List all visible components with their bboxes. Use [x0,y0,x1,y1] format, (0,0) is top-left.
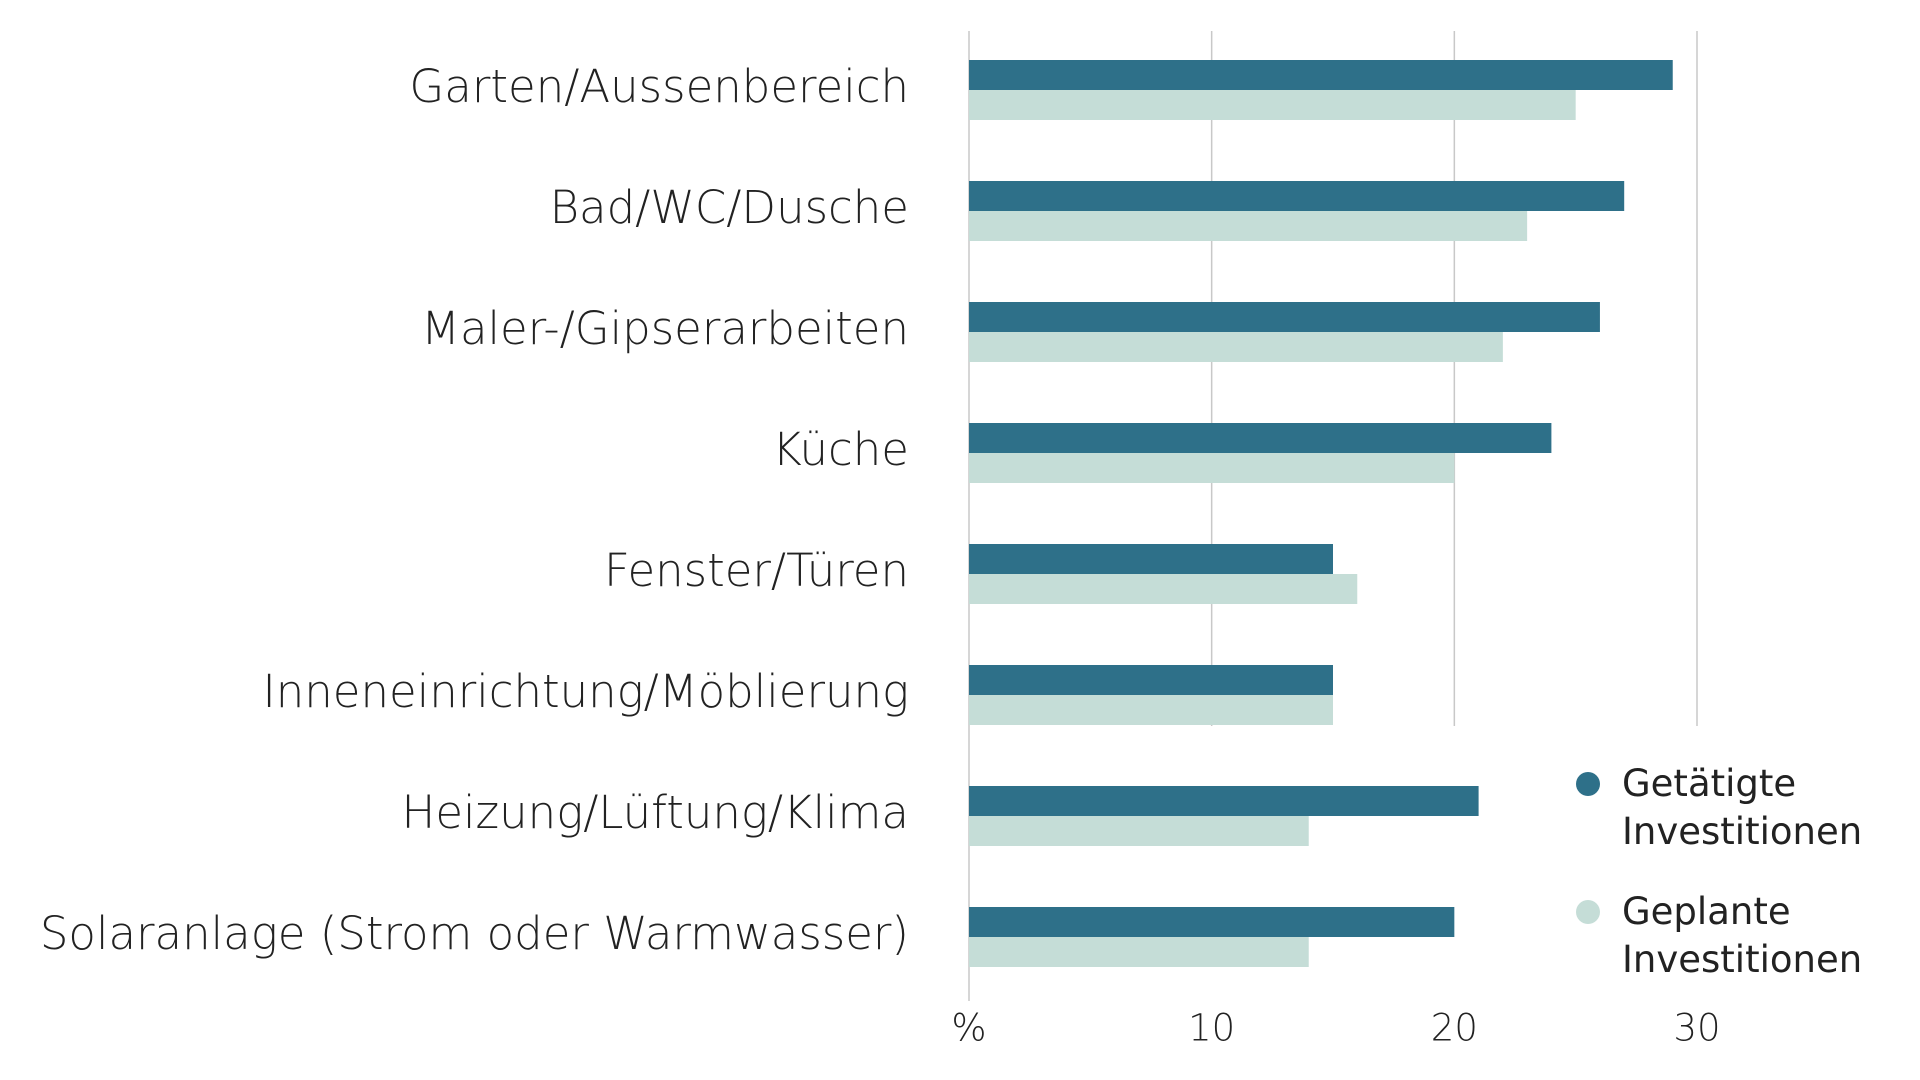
bar [969,181,1625,211]
bar [969,695,1333,725]
bar [969,211,1528,241]
legend-marker [1576,900,1600,924]
bar [969,786,1479,816]
y-tick-label: Bad/WC/Dusche [550,181,909,234]
legend-label: Getätigte Investitionen [1622,762,1863,853]
bar [969,332,1503,362]
y-tick-label: Küche [772,423,909,476]
bar [969,453,1455,483]
x-tick-label: % [951,1007,986,1050]
bar [969,937,1309,967]
x-tick-label: 10 [1188,1007,1235,1050]
bar [969,544,1333,574]
y-tick-label: Maler-/Gipserarbeiten [421,302,909,355]
x-tick-label: 20 [1431,1007,1478,1050]
y-tick-label: Fenster/Türen [604,544,909,597]
legend-item: Geplante Investitionen [1570,888,1870,984]
y-tick-label: Solaranlage (Strom oder Warmwasser) [40,907,909,960]
bar [969,907,1455,937]
legend: Getätigte Investitionen Geplante Investit… [1570,760,1870,1016]
bar [969,302,1600,332]
bar [969,423,1552,453]
bar [969,60,1673,90]
bar [969,90,1576,120]
y-tick-label: Inneneinrichtung/Möblierung [262,665,909,718]
bar [969,665,1333,695]
y-tick-label: Heizung/Lüftung/Klima [402,786,909,839]
x-tick-label: 30 [1673,1007,1720,1050]
y-tick-label: Garten/Aussenbereich [409,60,909,113]
legend-marker [1576,772,1600,796]
legend-label: Geplante Investitionen [1622,890,1863,981]
legend-item: Getätigte Investitionen [1570,760,1870,856]
bar [969,574,1358,604]
bar [969,816,1309,846]
